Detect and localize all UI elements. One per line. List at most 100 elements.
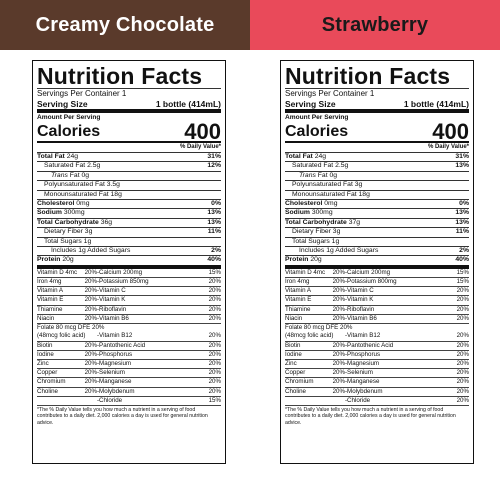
nutrient-daily-value: 40% bbox=[455, 256, 469, 264]
vitamin-row: Iodine 20% -Phosphorus 20% bbox=[37, 351, 221, 360]
vitamin-name: Copper bbox=[37, 369, 58, 377]
amount-per-serving: Amount Per Serving bbox=[285, 114, 349, 121]
vitamin-daily-value: 20% bbox=[208, 305, 221, 313]
vitamin-name: -Magnesium bbox=[97, 359, 132, 367]
vitamin-name: -Vitamin K bbox=[345, 296, 374, 304]
vitamin-daily-value: 20% bbox=[456, 287, 469, 295]
nutrient-row: Polyunsaturated Fat 3g bbox=[285, 181, 469, 191]
vitamin-daily-value: 20% bbox=[84, 387, 97, 395]
nutrient-amount: 0mg bbox=[324, 200, 338, 208]
nutrient-daily-value: 40% bbox=[207, 256, 221, 264]
footnote: *The % Daily Value tells you how much a … bbox=[285, 406, 456, 426]
calories-row: Calories 400 bbox=[285, 119, 469, 144]
nutrient-amount: 3g bbox=[354, 181, 363, 189]
nutrient-name: Polyunsaturated Fat 3g bbox=[285, 181, 469, 189]
nutrient-name: Trans Fat 0g bbox=[37, 172, 221, 180]
vitamin-daily-value bbox=[77, 397, 97, 405]
nutrient-label: Total Carbohydrate bbox=[285, 218, 347, 226]
vitamin-daily-value: 20% bbox=[332, 296, 345, 304]
vitamin-name: -Vitamin C bbox=[345, 287, 374, 295]
nutrient-name: Monounsaturated Fat 18g bbox=[285, 191, 469, 199]
nutrient-daily-value: 12% bbox=[207, 162, 221, 170]
nutrient-name: Includes 1g Added Sugars bbox=[285, 247, 459, 255]
vitamin-daily-value: 20% bbox=[456, 350, 469, 358]
nutrient-daily-value: 2% bbox=[459, 247, 469, 255]
vitamin-name: Vitamin A bbox=[37, 287, 64, 295]
vitamin-row: Copper 20% -Selenium 20% bbox=[37, 369, 221, 379]
nutrient-label: Cholesterol bbox=[37, 200, 75, 208]
serving-size-value: 1 bottle (414mL) bbox=[155, 99, 221, 109]
vitamin-name: Iodine bbox=[285, 350, 302, 358]
nutrient-name: Total Fat 24g bbox=[285, 153, 455, 161]
serving-size-row: Serving Size 1 bottle (414mL) bbox=[285, 99, 469, 113]
nutrient-amount: 300mg bbox=[311, 209, 333, 217]
nutrient-name: Dietary Fiber 3g bbox=[37, 228, 208, 236]
vitamin-row: -Chloride 15% bbox=[37, 397, 221, 406]
vitamin-row: Vitamin A 20% -Vitamin C 20% bbox=[37, 287, 221, 297]
vitamin-row: Copper 20% -Selenium 20% bbox=[285, 369, 469, 379]
vitamin-name: -Pantothenic Acid bbox=[345, 341, 394, 349]
nutrient-amount: 18g bbox=[358, 190, 370, 198]
nutrient-label: Trans bbox=[299, 171, 316, 179]
nutrient-name: Sodium 300mg bbox=[37, 209, 207, 217]
nutrient-name: Sodium 300mg bbox=[285, 209, 455, 217]
footnote: *The % Daily Value tells you how much a … bbox=[37, 406, 208, 426]
vitamin-grid: Vitamin D 4mcg 20% -Calcium 200mg 15% Iron 4… bbox=[285, 269, 469, 406]
vitamin-daily-value: 20% bbox=[84, 350, 97, 358]
vitamin-daily-value: 20% bbox=[332, 287, 345, 295]
nutrient-label: Cholesterol bbox=[285, 200, 323, 208]
vitamin-name: Iron 4mg bbox=[37, 278, 62, 286]
calories-row: Calories 400 bbox=[37, 121, 221, 143]
vitamin-name: Zinc bbox=[285, 359, 297, 367]
vitamin-row: Iron 4mg 20% -Potassium 800mg 15% bbox=[285, 278, 469, 288]
vitamin-daily-value: 20% bbox=[84, 378, 97, 386]
vitamin-name: -Molybdenum bbox=[97, 387, 135, 395]
folate-line: Folate 80 mcg DFE 20% bbox=[285, 324, 353, 332]
vitamin-name: Thiamine bbox=[285, 305, 311, 313]
vitamin-row: Vitamin E 20% -Vitamin K 20% bbox=[37, 296, 221, 306]
vitamin-grid: Vitamin D 4mcg 20% -Calcium 200mg 15% Iron 4… bbox=[37, 269, 221, 406]
nutrient-name: Total Carbohydrate 36g bbox=[37, 219, 207, 227]
nutrient-row: Monounsaturated Fat 18g bbox=[285, 191, 469, 201]
vitamin-daily-value: 20% bbox=[208, 287, 221, 295]
nutrient-daily-value: 13% bbox=[455, 209, 469, 217]
vitamin-daily-value: 20% bbox=[456, 305, 469, 313]
vitamin-row: Choline 20% -Molybdenum 20% bbox=[285, 388, 469, 397]
vitamin-name: Thiamine bbox=[37, 305, 63, 313]
vitamin-name: Niacin bbox=[37, 314, 55, 322]
vitamin-name: -Selenium bbox=[97, 369, 125, 377]
vitamin-b12-daily-value: 20% bbox=[208, 332, 221, 340]
vitamin-daily-value: 20% bbox=[208, 378, 221, 386]
nutrient-name: Saturated Fat 2.5g bbox=[37, 162, 207, 170]
vitamin-row: Biotin 20% -Pantothenic Acid 20% bbox=[37, 342, 221, 351]
vitamin-name: Biotin bbox=[285, 341, 301, 349]
vitamin-row: Thiamine 20% -Riboflavin 20% bbox=[37, 306, 221, 315]
nutrient-daily-value: 13% bbox=[207, 218, 221, 226]
calories-value: 400 bbox=[432, 119, 469, 144]
vitamin-daily-value: 20% bbox=[332, 278, 345, 286]
vitamin-name: -Pantothenic Acid bbox=[97, 341, 146, 349]
nutrient-amount: 20g bbox=[310, 256, 322, 264]
vitamin-daily-value: 20% bbox=[456, 359, 469, 367]
nutrient-row: Trans Fat 0g bbox=[37, 172, 221, 182]
vitamin-daily-value: 20% bbox=[456, 387, 469, 395]
vitamin-name: -Phosphorus bbox=[345, 350, 381, 358]
nutrition-facts-title: Nutrition Facts bbox=[285, 64, 469, 89]
nutrient-label: Total Sugars bbox=[44, 237, 82, 245]
nutrient-label: Total Carbohydrate bbox=[37, 218, 99, 226]
vitamin-daily-value: 20% bbox=[332, 341, 345, 349]
vitamin-daily-value: 20% bbox=[208, 369, 221, 377]
vitamin-row: Zinc 20% -Magnesium 20% bbox=[285, 359, 469, 370]
serving-size-label: Serving Size bbox=[285, 99, 336, 109]
nutrient-label: Includes 1g Added Sugars bbox=[299, 247, 379, 255]
vitamin-daily-value: 20% bbox=[456, 369, 469, 377]
nutrient-row: Dietary Fiber 3g 11% bbox=[285, 228, 469, 238]
vitamin-name: Vitamin D 4mcg bbox=[37, 268, 77, 276]
calories-label: Calories bbox=[285, 123, 349, 140]
vitamin-name: -Magnesium bbox=[345, 359, 380, 367]
nutrient-amount: Fat 0g bbox=[69, 171, 90, 179]
vitamin-daily-value: 20% bbox=[208, 278, 221, 286]
daily-value-header: % Daily Value* bbox=[285, 143, 469, 153]
vitamin-b12: -Vitamin B12 bbox=[97, 332, 133, 340]
vitamin-name: Biotin bbox=[37, 341, 53, 349]
